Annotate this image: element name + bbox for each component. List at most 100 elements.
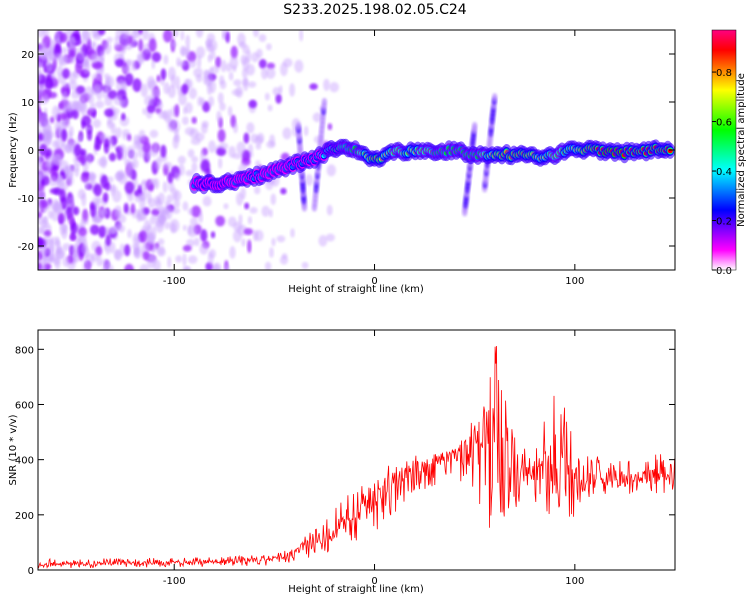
heatmap-noise-blob: [38, 111, 43, 124]
heatmap-noise-blob: [104, 96, 113, 107]
heatmap-noise-blob: [174, 172, 181, 182]
heatmap-noise-blob: [151, 60, 156, 70]
colorbar-tick-label: 0.6: [716, 118, 732, 129]
heatmap-noise-blob: [281, 253, 288, 260]
heatmap-noise-blob: [38, 73, 42, 82]
heatmap-noise-blob: [257, 132, 265, 144]
heatmap-noise-blob: [185, 34, 191, 48]
heatmap-noise-blob: [62, 68, 70, 79]
heatmap-noise-blob: [154, 158, 162, 170]
heatmap-noise-blob: [58, 212, 65, 225]
heatmap-noise-blob: [50, 209, 61, 222]
heatmap-noise-blob: [227, 106, 233, 117]
heatmap-noise-blob: [49, 188, 60, 195]
heatmap-noise-blob: [42, 131, 50, 141]
heatmap-noise-blob: [178, 60, 187, 67]
heatmap-noise-blob: [184, 102, 193, 114]
heatmap-noise-blob: [102, 192, 109, 203]
heatmap-noise-blob: [181, 83, 189, 95]
snr-y-tick-label: 600: [15, 400, 34, 411]
heatmap-noise-blob: [142, 107, 147, 115]
heatmap-noise-blob: [162, 110, 169, 120]
heatmap-noise-blob: [167, 172, 174, 184]
heatmap-noise-blob: [282, 127, 292, 140]
heatmap-noise-blob: [301, 261, 309, 269]
heatmap-noise-blob: [267, 104, 273, 112]
heatmap-y-tick-label: -10: [18, 194, 34, 205]
heatmap-noise-blob: [76, 155, 86, 162]
heatmap-noise-blob: [68, 213, 74, 225]
heatmap-noise-blob: [173, 190, 182, 201]
heatmap-noise-blob: [217, 92, 224, 105]
heatmap-noise-blob: [326, 164, 336, 177]
heatmap-noise-blob: [187, 208, 194, 215]
heatmap-noise-blob: [104, 108, 114, 117]
heatmap-noise-blob: [59, 47, 68, 54]
heatmap-noise-blob: [222, 30, 227, 38]
heatmap-noise-blob: [305, 174, 314, 186]
heatmap-noise-blob: [323, 78, 330, 91]
heatmap-noise-blob: [243, 132, 250, 144]
heatmap-noise-blob: [89, 224, 100, 236]
heatmap-noise-blob: [126, 165, 133, 179]
heatmap-noise-blob: [182, 253, 187, 267]
heatmap-noise-blob: [94, 136, 101, 150]
heatmap-noise-blob: [80, 173, 90, 183]
heatmap-noise-blob: [109, 226, 118, 233]
heatmap-noise-blob: [228, 71, 234, 81]
heatmap-noise-blob: [229, 246, 236, 259]
heatmap-noise-blob: [153, 142, 159, 152]
heatmap-noise-blob: [190, 217, 198, 227]
heatmap-noise-blob: [265, 67, 276, 79]
heatmap-noise-blob: [191, 162, 198, 173]
heatmap-noise-blob: [137, 184, 142, 194]
heatmap-noise-blob: [86, 94, 95, 104]
heatmap-noise-blob: [80, 30, 89, 44]
heatmap-noise-blob: [69, 56, 77, 64]
heatmap-noise-blob: [201, 120, 209, 128]
heatmap-noise-blob: [98, 30, 106, 36]
heatmap-noise-blob: [229, 56, 239, 70]
heatmap-noise-blob: [270, 193, 277, 206]
snr-x-tick-label: 0: [371, 576, 377, 587]
heatmap-noise-blob: [197, 55, 202, 69]
heatmap-noise-blob: [149, 95, 155, 108]
heatmap-noise-blob: [148, 38, 157, 53]
heatmap-noise-blob: [51, 140, 59, 148]
heatmap-noise-blob: [191, 156, 199, 163]
heatmap-ridge-blob: [667, 148, 673, 154]
heatmap-noise-blob: [177, 155, 186, 165]
heatmap-noise-blob: [126, 145, 135, 158]
heatmap-noise-blob: [216, 110, 222, 123]
heatmap-noise-blob: [271, 237, 276, 247]
heatmap-noise-blob: [50, 199, 61, 211]
heatmap-noise-blob: [261, 205, 271, 217]
heatmap-noise-blob: [255, 143, 262, 150]
snr-panel: -100 0 100 0 200 400 600 800 Height of straigh…: [8, 329, 676, 595]
heatmap-noise-blob: [327, 123, 333, 131]
heatmap-noise-blob: [244, 202, 250, 210]
heatmap-noise-blob: [276, 235, 286, 243]
heatmap-noise-blob: [67, 175, 74, 186]
heatmap-noise-blob: [172, 136, 179, 149]
heatmap-noise-layer: [38, 30, 340, 270]
heatmap-noise-blob: [258, 34, 267, 42]
heatmap-noise-blob: [114, 205, 122, 215]
snr-y-tick-label: 200: [15, 511, 34, 522]
heatmap-noise-blob: [236, 141, 246, 155]
heatmap-noise-blob: [163, 30, 173, 43]
heatmap-noise-blob: [92, 85, 100, 94]
heatmap-noise-blob: [269, 134, 275, 147]
heatmap-noise-blob: [240, 187, 246, 200]
heatmap-noise-blob: [131, 242, 141, 251]
heatmap-noise-blob: [233, 79, 242, 87]
heatmap-noise-blob: [174, 75, 180, 90]
heatmap-noise-blob: [180, 30, 185, 41]
heatmap-noise-blob: [93, 61, 103, 69]
heatmap-noise-blob: [167, 84, 176, 99]
heatmap-noise-blob: [130, 203, 136, 214]
heatmap-noise-blob: [98, 208, 108, 216]
heatmap-noise-blob: [120, 47, 126, 55]
heatmap-noise-blob: [160, 68, 166, 81]
heatmap-noise-blob: [108, 152, 117, 162]
